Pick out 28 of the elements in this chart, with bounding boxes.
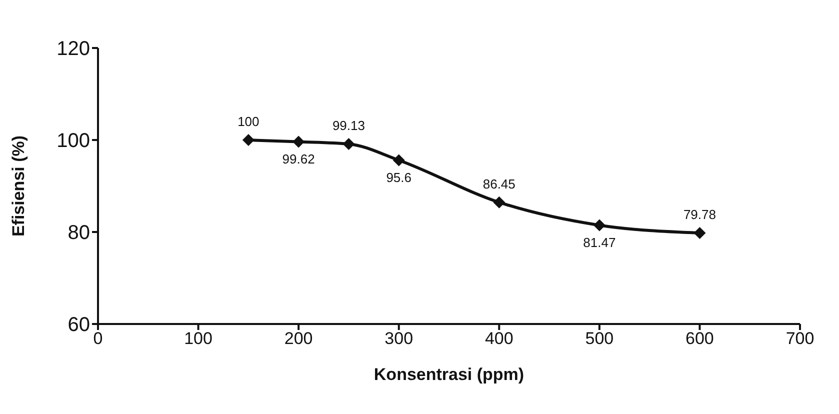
point <box>392 154 405 166</box>
data-label: 79.78 <box>683 207 716 222</box>
data-label: 81.47 <box>583 235 616 250</box>
y-tick-label: 120 <box>56 38 90 60</box>
x-tick-label: 100 <box>184 329 212 348</box>
x-tick-label: 0 <box>93 329 103 348</box>
y-axis-title: Efisiensi (%) <box>9 135 28 237</box>
y-tick-label: 60 <box>68 314 90 336</box>
data-label: 95.6 <box>386 170 412 186</box>
point <box>493 196 506 208</box>
x-axis-title: Konsentrasi (ppm) <box>374 365 524 384</box>
x-tick-label: 700 <box>786 329 814 348</box>
y-tick-label: 100 <box>56 130 90 152</box>
point <box>292 136 305 148</box>
point <box>242 134 254 146</box>
x-tick-label: 300 <box>384 329 414 348</box>
x-tick-label: 500 <box>585 329 614 348</box>
y-tick-label: 80 <box>68 222 90 244</box>
x-tick-label: 400 <box>484 329 514 348</box>
data-label: 100 <box>238 114 260 129</box>
x-tick-label: 600 <box>686 329 714 348</box>
data-label: 99.13 <box>332 118 365 133</box>
data-label: 86.45 <box>482 176 516 192</box>
point <box>694 227 706 240</box>
point <box>593 219 606 232</box>
x-tick-label: 200 <box>284 329 313 348</box>
data-label: 99.62 <box>282 152 315 167</box>
point <box>342 138 355 150</box>
